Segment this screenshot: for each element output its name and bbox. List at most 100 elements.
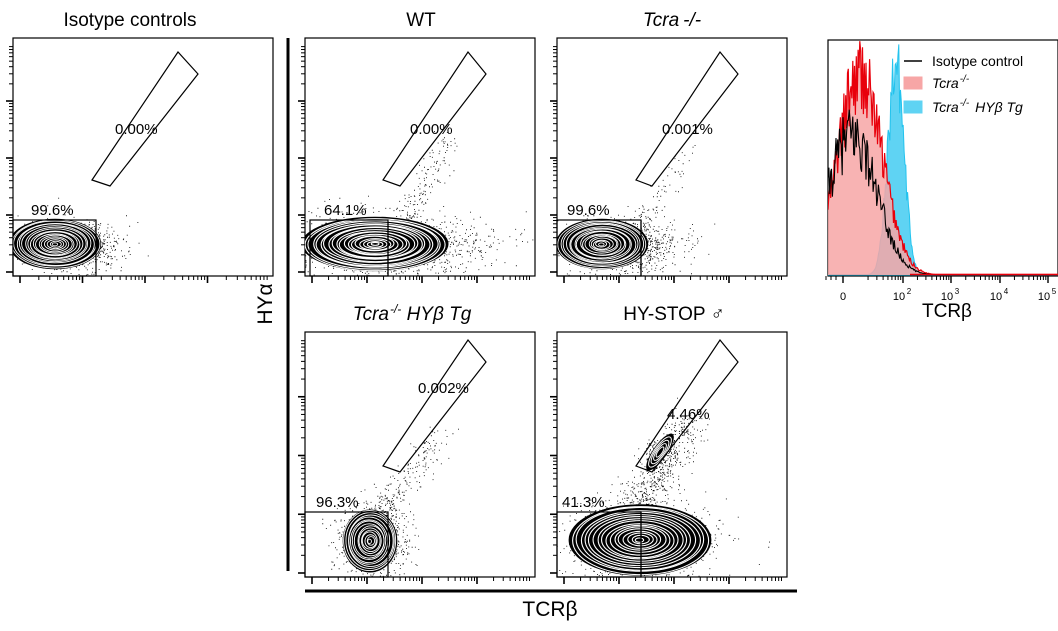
- gate-low-pct-hy-stop: 41.3%: [562, 494, 605, 511]
- contour-line: [605, 523, 675, 559]
- contour-line: [313, 220, 439, 268]
- hist-tick-label: 0: [840, 291, 846, 303]
- contour-line: [358, 527, 382, 555]
- panel-title-hy-stop: HY-STOP ♂: [623, 304, 725, 325]
- gate-low-pct-tcra-hyb: 96.3%: [316, 494, 359, 511]
- hist-tick-label: 10: [1038, 291, 1050, 303]
- panel-title-tcra-hyb-suffix: HYβ Tg: [401, 304, 471, 325]
- high-gate-tcra-hyb: [382, 338, 487, 473]
- contour-line: [366, 240, 384, 248]
- contour-line: [600, 520, 679, 560]
- plot-isotype: [13, 197, 149, 276]
- contour-line: [27, 228, 84, 260]
- gate-low-pct-wt: 64.1%: [324, 202, 367, 219]
- contour-line: [617, 528, 662, 551]
- contour-line: [43, 237, 67, 251]
- hist-tick-exp: 4: [1004, 287, 1009, 296]
- contour-line: [364, 534, 377, 549]
- low-gate-tcra-ko: [556, 219, 642, 277]
- panel-title-tcra-ko-sup: -/-: [683, 10, 701, 31]
- gate-high-pct-tcra-ko: 0.001%: [662, 121, 713, 138]
- hist-tick-exp: 5: [1052, 287, 1057, 296]
- contour-line: [363, 239, 388, 250]
- histogram-legend: Isotype control Tcra-/- Tcra-/- HYβ Tg: [903, 53, 1023, 115]
- panel-title-tcra-hyb: Tcra-/- HYβ Tg: [353, 302, 472, 325]
- gate-low-pct-isotype: 99.6%: [31, 202, 74, 219]
- legend-label-hyb-tg-sup: -/-: [960, 98, 970, 109]
- legend-label-hyb-tg-suffix: HYβ Tg: [975, 99, 1023, 115]
- contour-line: [595, 240, 608, 248]
- plot-wt: [305, 131, 534, 276]
- contour-line: [315, 222, 434, 267]
- contour-line: [345, 512, 395, 569]
- contour-line: [590, 237, 614, 251]
- contour-line: [336, 229, 416, 260]
- legend-swatch-hyb-tg: [903, 100, 923, 114]
- contour-line: [587, 514, 691, 567]
- plot-frame-isotype: [12, 37, 274, 277]
- contour-line: [575, 506, 705, 572]
- gate-low-pct-tcra-ko: 99.6%: [567, 202, 610, 219]
- contour-line: [51, 242, 59, 247]
- low-gate-hy-stop: [556, 511, 642, 578]
- contour-line: [322, 224, 426, 263]
- legend-label-hyb-tg-main: Tcra: [932, 99, 959, 115]
- contour-line: [21, 225, 89, 263]
- contour-line: [609, 524, 671, 556]
- event-dots: [633, 145, 696, 236]
- legend-label-tcra-ko-main: Tcra: [932, 75, 959, 91]
- plot-frame-tcra-ko: [556, 37, 788, 277]
- contour-line: [49, 240, 62, 248]
- contour-line: [357, 525, 385, 557]
- contour-line: [348, 516, 391, 565]
- contour-line: [582, 233, 622, 256]
- panel-title-isotype: Isotype controls: [63, 10, 196, 31]
- plot-hy-stop: [557, 397, 770, 577]
- gate-high-pct-hy-stop: 4.46%: [667, 406, 710, 423]
- high-gate-wt: [382, 50, 487, 187]
- contour-line: [361, 529, 381, 553]
- x-axis-label: TCRβ: [522, 598, 577, 621]
- contour-line: [343, 510, 397, 572]
- plot-tcra-ko: [557, 145, 716, 276]
- low-gate-isotype: [12, 219, 97, 277]
- plot-tcra-hyb: [322, 426, 459, 577]
- contour-line: [592, 515, 688, 564]
- contour-line: [359, 238, 392, 251]
- contour-line: [351, 520, 387, 561]
- contour-line: [574, 228, 631, 260]
- contour-line: [569, 226, 637, 264]
- contour-line: [40, 236, 70, 253]
- panel-title-tcra-ko: Tcra -/-: [643, 10, 701, 31]
- contour-line: [29, 230, 81, 259]
- contour-line: [634, 537, 645, 543]
- hist-tick-label: 10: [893, 291, 905, 303]
- gate-high-pct-wt: 0.00%: [410, 121, 453, 138]
- high-gate-hy-stop: [635, 338, 739, 473]
- plot-frame-hy-stop: [556, 331, 788, 578]
- legend-label-tcra-ko-sup: -/-: [960, 74, 970, 85]
- histogram-x-ticks: 0 10 2 10 3 10 4 10 5: [825, 276, 1057, 303]
- contour-line: [361, 531, 378, 550]
- contour-line: [38, 234, 73, 254]
- low-gate-wt: [309, 219, 389, 277]
- panel-title-tcra-hyb-main: Tcra: [353, 304, 389, 325]
- gate-high-pct-tcra-hyb: 0.002%: [418, 380, 469, 397]
- contour-line: [347, 233, 404, 256]
- contour-line: [370, 241, 380, 246]
- contour-line: [32, 231, 78, 257]
- histogram-plot: [828, 41, 1058, 276]
- legend-label-tcra-ko: Tcra-/-: [932, 74, 970, 91]
- histogram-x-label: TCRβ: [922, 301, 972, 322]
- contour-line: [584, 234, 619, 254]
- axis-ticks: [6, 46, 782, 584]
- high-gate-tcra-ko: [635, 50, 739, 187]
- hist-tick-exp: 2: [907, 287, 912, 296]
- plot-frame-wt: [304, 37, 536, 277]
- contour-line: [592, 239, 611, 250]
- contour-line: [46, 239, 65, 250]
- legend-label-isotype: Isotype control: [932, 53, 1023, 69]
- contour-line: [588, 235, 618, 252]
- contour-line: [331, 226, 419, 260]
